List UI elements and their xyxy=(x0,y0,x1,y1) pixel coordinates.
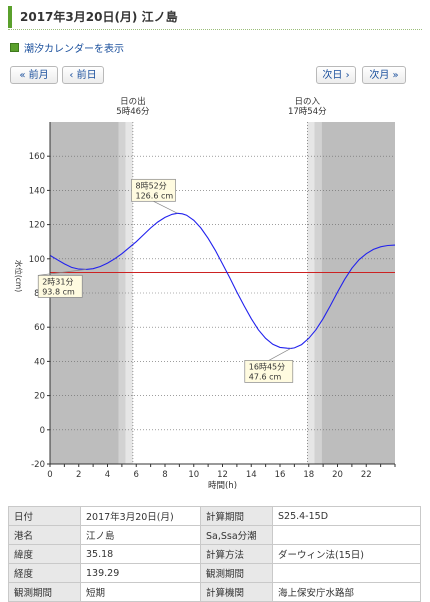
info-value xyxy=(272,525,421,545)
info-value: ダーウィン法(15日) xyxy=(272,544,421,564)
info-label: 港名 xyxy=(8,525,81,545)
info-label: 計算機関 xyxy=(200,582,273,602)
y-tick-label: 0 xyxy=(40,426,45,436)
page-title: 2017年3月20日(月) 江ノ島 xyxy=(8,6,422,28)
y-tick-label: 60 xyxy=(34,323,45,333)
x-tick-label: 20 xyxy=(332,470,343,480)
info-value: 短期 xyxy=(80,582,201,602)
annotation-time: 8時52分 xyxy=(136,181,167,190)
x-tick-label: 22 xyxy=(361,470,372,480)
sunset-time: 17時54分 xyxy=(288,107,327,117)
annotation-level: 126.6 cm xyxy=(136,191,174,200)
prev-day-button[interactable]: ‹ 前日 xyxy=(62,66,104,84)
table-row: 日付 2017年3月20日(月) 計算期間 S25.4-15D xyxy=(8,506,421,526)
info-value: 139.29 xyxy=(80,563,201,583)
table-row: 観測期間 短期 計算機関 海上保安庁水路部 xyxy=(8,582,421,602)
info-value xyxy=(272,563,421,583)
next-day-button[interactable]: 次日 › xyxy=(316,66,356,84)
sunset-label: 日の入 xyxy=(295,97,321,107)
tide-calendar-link-label: 潮汐カレンダーを表示 xyxy=(24,44,124,55)
annotation-box xyxy=(37,275,83,298)
sunrise-time: 5時46分 xyxy=(116,107,150,117)
info-label: 計算期間 xyxy=(200,506,273,526)
y-tick-label: 120 xyxy=(29,221,45,231)
x-tick-label: 0 xyxy=(47,470,52,480)
x-tick-label: 10 xyxy=(188,470,199,480)
info-label: 緯度 xyxy=(8,544,81,564)
annotation-level: 93.8 cm xyxy=(42,287,75,296)
x-tick-label: 12 xyxy=(217,470,228,480)
calendar-icon xyxy=(10,43,19,52)
dusk-band-2 xyxy=(314,122,322,464)
x-tick-label: 2 xyxy=(76,470,81,480)
info-value: 江ノ島 xyxy=(80,525,201,545)
y-tick-label: 40 xyxy=(34,357,45,367)
x-tick-label: 8 xyxy=(162,470,167,480)
y-tick-label: -20 xyxy=(31,460,45,470)
info-value: 2017年3月20日(月) xyxy=(80,506,201,526)
annotation-box xyxy=(131,178,176,202)
tide-curve xyxy=(49,212,396,349)
annotation-pointer xyxy=(153,201,178,214)
x-tick-label: 14 xyxy=(246,470,257,480)
y-tick-label: 20 xyxy=(34,392,45,402)
x-tick-label: 18 xyxy=(303,470,314,480)
next-month-button[interactable]: 次月 » xyxy=(362,66,406,84)
info-value: 海上保安庁水路部 xyxy=(272,582,421,602)
x-tick-label: 4 xyxy=(105,470,110,480)
info-label: Sa,Ssa分潮 xyxy=(200,525,273,545)
annotation-level: 47.6 cm xyxy=(249,372,282,381)
title-divider xyxy=(8,29,422,30)
dawn-band-2 xyxy=(125,122,133,464)
table-row: 緯度 35.18 計算方法 ダーウィン法(15日) xyxy=(8,544,421,564)
dusk-band-1 xyxy=(307,122,315,464)
x-tick-label: 16 xyxy=(275,470,286,480)
tide-info-table: 日付 2017年3月20日(月) 計算期間 S25.4-15D 港名 江ノ島 Sa,Ssa分… xyxy=(8,506,421,602)
prev-month-button[interactable]: « 前月 xyxy=(10,66,58,84)
info-value: S25.4-15D xyxy=(272,506,421,526)
info-label: 日付 xyxy=(8,506,81,526)
table-row: 港名 江ノ島 Sa,Ssa分潮 xyxy=(8,525,421,545)
tide-calendar-link[interactable]: 潮汐カレンダーを表示 xyxy=(10,40,124,55)
annotation-time: 16時45分 xyxy=(249,362,285,371)
y-tick-label: 160 xyxy=(29,152,45,162)
info-value: 35.18 xyxy=(80,544,201,564)
y-tick-label: 100 xyxy=(29,255,45,265)
tide-chart: 日の出5時46分日の入17時54分-2002040608010012014016… xyxy=(14,96,396,491)
table-row: 経度 139.29 観測期間 xyxy=(8,563,421,583)
info-label: 観測期間 xyxy=(8,582,81,602)
sunrise-label: 日の出 xyxy=(120,96,146,107)
info-label: 観測期間 xyxy=(200,563,273,583)
x-axis-title: 時間(h) xyxy=(208,481,237,491)
night-band-evening xyxy=(321,122,395,464)
info-label: 計算方法 xyxy=(200,544,273,564)
x-tick-label: 6 xyxy=(134,470,139,480)
y-axis-title: 水位(cm) xyxy=(14,260,24,292)
annotation-pointer xyxy=(38,269,87,276)
info-label: 経度 xyxy=(8,563,81,583)
annotation-time: 2時31分 xyxy=(42,277,73,286)
y-tick-label: 140 xyxy=(29,186,45,196)
annotation-pointer xyxy=(268,348,291,361)
